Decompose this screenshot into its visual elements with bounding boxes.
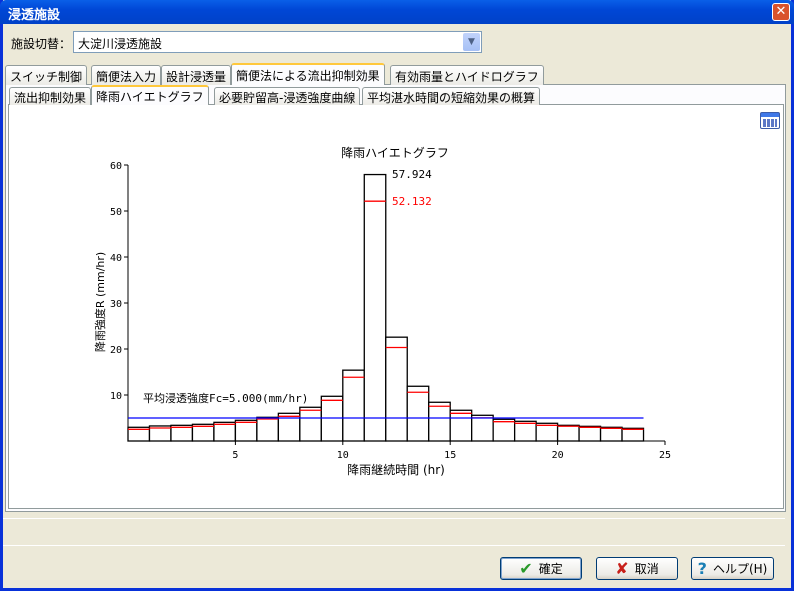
bar: [406, 385, 430, 442]
facility-select-value: 大淀川浸透施設: [78, 37, 163, 51]
help-button[interactable]: ? ヘルプ(H): [691, 557, 774, 580]
status-bar: [3, 518, 785, 546]
x-axis-label: 降雨継続時間 (hr): [347, 462, 445, 477]
bar: [299, 406, 322, 442]
bar: [320, 395, 344, 442]
bar: [213, 421, 237, 442]
y-tick-label: 40: [110, 253, 122, 264]
bar: [556, 424, 580, 442]
y-tick-label: 20: [110, 345, 122, 356]
subtab-runoff-effect[interactable]: 流出抑制効果: [9, 87, 92, 105]
y-tick-label: 10: [110, 391, 122, 402]
bar: [449, 409, 473, 442]
title-bar: 浸透施設 ✕: [0, 0, 794, 24]
help-icon: ?: [697, 559, 707, 578]
peak-label-effective: 52.132: [392, 195, 432, 208]
confirm-button[interactable]: ✔ 確定: [500, 557, 582, 580]
close-button[interactable]: ✕: [772, 3, 790, 21]
bar: [428, 401, 451, 442]
bar: [234, 419, 258, 442]
tab-design-infiltration[interactable]: 設計浸透量: [161, 65, 232, 85]
chart-title: 降雨ハイエトグラフ: [341, 146, 449, 160]
check-icon: ✔: [519, 559, 533, 578]
x-tick-label: 15: [444, 450, 456, 461]
tab-simple-input[interactable]: 簡便法入力: [91, 65, 162, 85]
tab-runoff-suppression[interactable]: 簡便法による流出抑制効果: [231, 63, 385, 85]
table-view-icon[interactable]: [760, 112, 780, 129]
bar: [492, 418, 516, 442]
subtab-storage-curve[interactable]: 必要貯留高-浸透強度曲線: [214, 87, 361, 105]
bar: [342, 369, 365, 442]
confirm-label: 確定: [538, 562, 563, 576]
window-title: 浸透施設: [8, 8, 61, 23]
help-label: ヘルプ(H): [712, 562, 768, 576]
x-tick-label: 10: [337, 450, 349, 461]
subtab-hyetograph[interactable]: 降雨ハイエトグラフ: [91, 85, 209, 105]
x-tick-label: 25: [659, 450, 671, 461]
bar: [621, 427, 645, 442]
chevron-down-icon[interactable]: ▼: [463, 33, 480, 51]
y-tick-label: 50: [110, 207, 122, 218]
x-tick-label: 5: [232, 450, 238, 461]
y-tick-label: 30: [110, 299, 122, 310]
bar: [471, 414, 494, 442]
facility-select[interactable]: 大淀川浸透施設 ▼: [73, 31, 482, 53]
bar: [363, 173, 387, 442]
cancel-button[interactable]: ✘ 取消: [596, 557, 678, 580]
cancel-label: 取消: [634, 562, 659, 576]
x-icon: ✘: [615, 559, 629, 578]
y-axis-label: 降雨強度R (mm/hr): [93, 252, 107, 352]
x-tick-label: 20: [552, 450, 564, 461]
bar: [385, 336, 408, 442]
bar: [256, 416, 280, 442]
bar: [578, 425, 602, 442]
bar: [513, 420, 537, 442]
facility-label: 施設切替：: [11, 37, 72, 51]
bar: [599, 426, 623, 442]
tab-hydrograph[interactable]: 有効雨量とハイドログラフ: [390, 65, 544, 85]
fc-label: 平均浸透強度Fc=5.000(mm/hr): [143, 391, 308, 405]
peak-label-total: 57.924: [392, 168, 432, 181]
tab-switch-control[interactable]: スイッチ制御: [5, 65, 88, 85]
y-tick-label: 60: [110, 161, 122, 172]
subtab-ponding-time[interactable]: 平均湛水時間の短縮効果の概算: [362, 87, 541, 105]
